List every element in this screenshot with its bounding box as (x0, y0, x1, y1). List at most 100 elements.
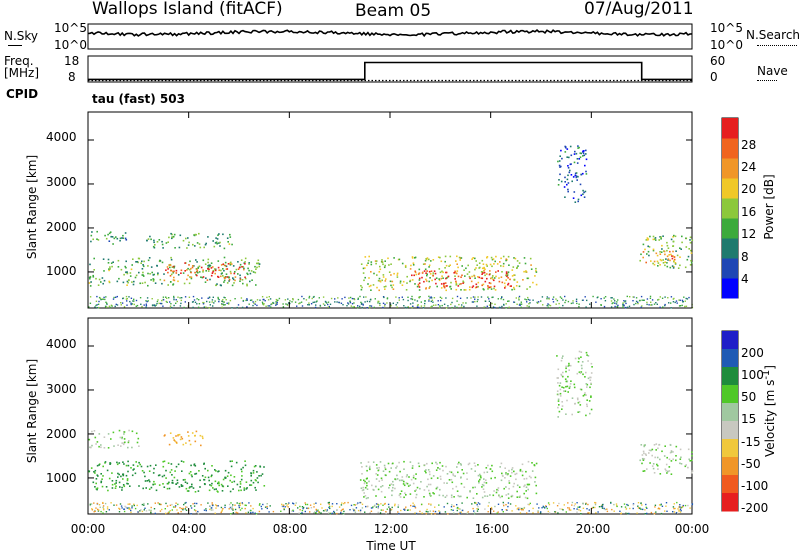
power-cell (347, 302, 349, 304)
power-cell (197, 267, 199, 269)
velocity-cell (287, 503, 289, 505)
power-cell (193, 234, 195, 236)
power-cell (536, 302, 539, 304)
velocity-cell (250, 484, 253, 486)
power-cell (202, 269, 204, 271)
power-cell (484, 300, 487, 302)
power-cell (366, 264, 368, 267)
power-cell (664, 264, 666, 267)
velocity-cell (654, 456, 656, 459)
power-cell (640, 306, 642, 308)
power-cb-tick: 4 (741, 272, 749, 286)
velocity-cell (89, 504, 91, 507)
velocity-cell (364, 495, 367, 497)
power-cell (111, 236, 114, 238)
velocity-cell (231, 506, 233, 508)
velocity-cell (214, 480, 217, 483)
power-cell (464, 289, 467, 291)
power-cell (269, 298, 272, 300)
power-cell (141, 282, 144, 284)
power-cell (472, 296, 475, 298)
velocity-cell (566, 385, 569, 388)
nsearch-label: N.Search (746, 28, 800, 42)
velocity-cell (515, 478, 517, 481)
velocity-cell (527, 483, 529, 486)
velocity-cell (458, 508, 460, 510)
power-cell (98, 296, 101, 299)
velocity-cell (414, 505, 416, 508)
velocity-cell (413, 504, 415, 506)
power-cell (622, 305, 624, 307)
power-cell (163, 279, 166, 282)
power-cell (196, 303, 198, 305)
power-cell (480, 296, 483, 298)
power-cell (366, 300, 369, 303)
power-cell (391, 286, 393, 289)
power-cell (89, 263, 91, 266)
velocity-cb-tick: 15 (741, 412, 757, 426)
power-cell (156, 241, 159, 243)
velocity-cell (115, 504, 118, 506)
velocity-cell (294, 504, 297, 506)
velocity-cell (533, 464, 536, 466)
power-cell (681, 235, 683, 238)
power-cell (458, 256, 461, 259)
velocity-cell (286, 505, 288, 507)
velocity-cell (586, 405, 588, 408)
power-cell (152, 274, 155, 276)
power-cell (654, 239, 657, 241)
velocity-cell (238, 504, 240, 507)
velocity-cell (586, 399, 588, 401)
power-cell (237, 261, 239, 263)
velocity-cell (148, 488, 151, 490)
power-cell (169, 275, 172, 277)
power-cell (194, 271, 196, 274)
power-cell (508, 300, 510, 302)
velocity-cell (372, 506, 374, 508)
velocity-cell (656, 463, 658, 466)
velocity-cell (485, 467, 488, 469)
power-cell (574, 174, 577, 177)
power-cell (465, 267, 467, 270)
power-cell (188, 241, 190, 244)
power-cell (384, 288, 386, 290)
velocity-cell (211, 502, 213, 504)
power-cell (145, 303, 147, 305)
power-cell (669, 266, 672, 269)
power-cell (506, 275, 508, 278)
velocity-cell (507, 505, 509, 508)
velocity-cell (576, 372, 579, 375)
velocity-colorbar-swatch (722, 421, 738, 440)
power-cell (375, 262, 377, 265)
power-cell (198, 271, 201, 273)
power-cell (672, 236, 674, 238)
power-cell (170, 269, 173, 272)
velocity-cell (497, 487, 500, 489)
power-cell (196, 268, 198, 271)
power-cell (673, 266, 675, 268)
velocity-cell (620, 506, 623, 508)
velocity-cell (178, 486, 181, 488)
velocity-cell (384, 468, 387, 471)
velocity-cell (682, 504, 684, 507)
power-cell (672, 240, 675, 243)
power-cell (108, 280, 110, 283)
velocity-cell (126, 478, 129, 480)
velocity-cell (89, 503, 91, 506)
power-cell (583, 191, 585, 194)
velocity-cell (456, 507, 458, 509)
power-cell (669, 250, 671, 253)
nave-legend-line (757, 80, 777, 81)
velocity-cell (562, 386, 565, 389)
power-cell (180, 302, 182, 305)
power-cell (147, 265, 149, 267)
power-cell (664, 296, 666, 298)
velocity-cell (269, 505, 271, 507)
power-cell (526, 277, 529, 280)
velocity-cell (516, 490, 518, 493)
velocity-cell (632, 503, 635, 505)
velocity-cell (601, 504, 604, 506)
velocity-cell (227, 471, 230, 474)
velocity-cell (656, 456, 659, 459)
power-cell (570, 154, 573, 157)
